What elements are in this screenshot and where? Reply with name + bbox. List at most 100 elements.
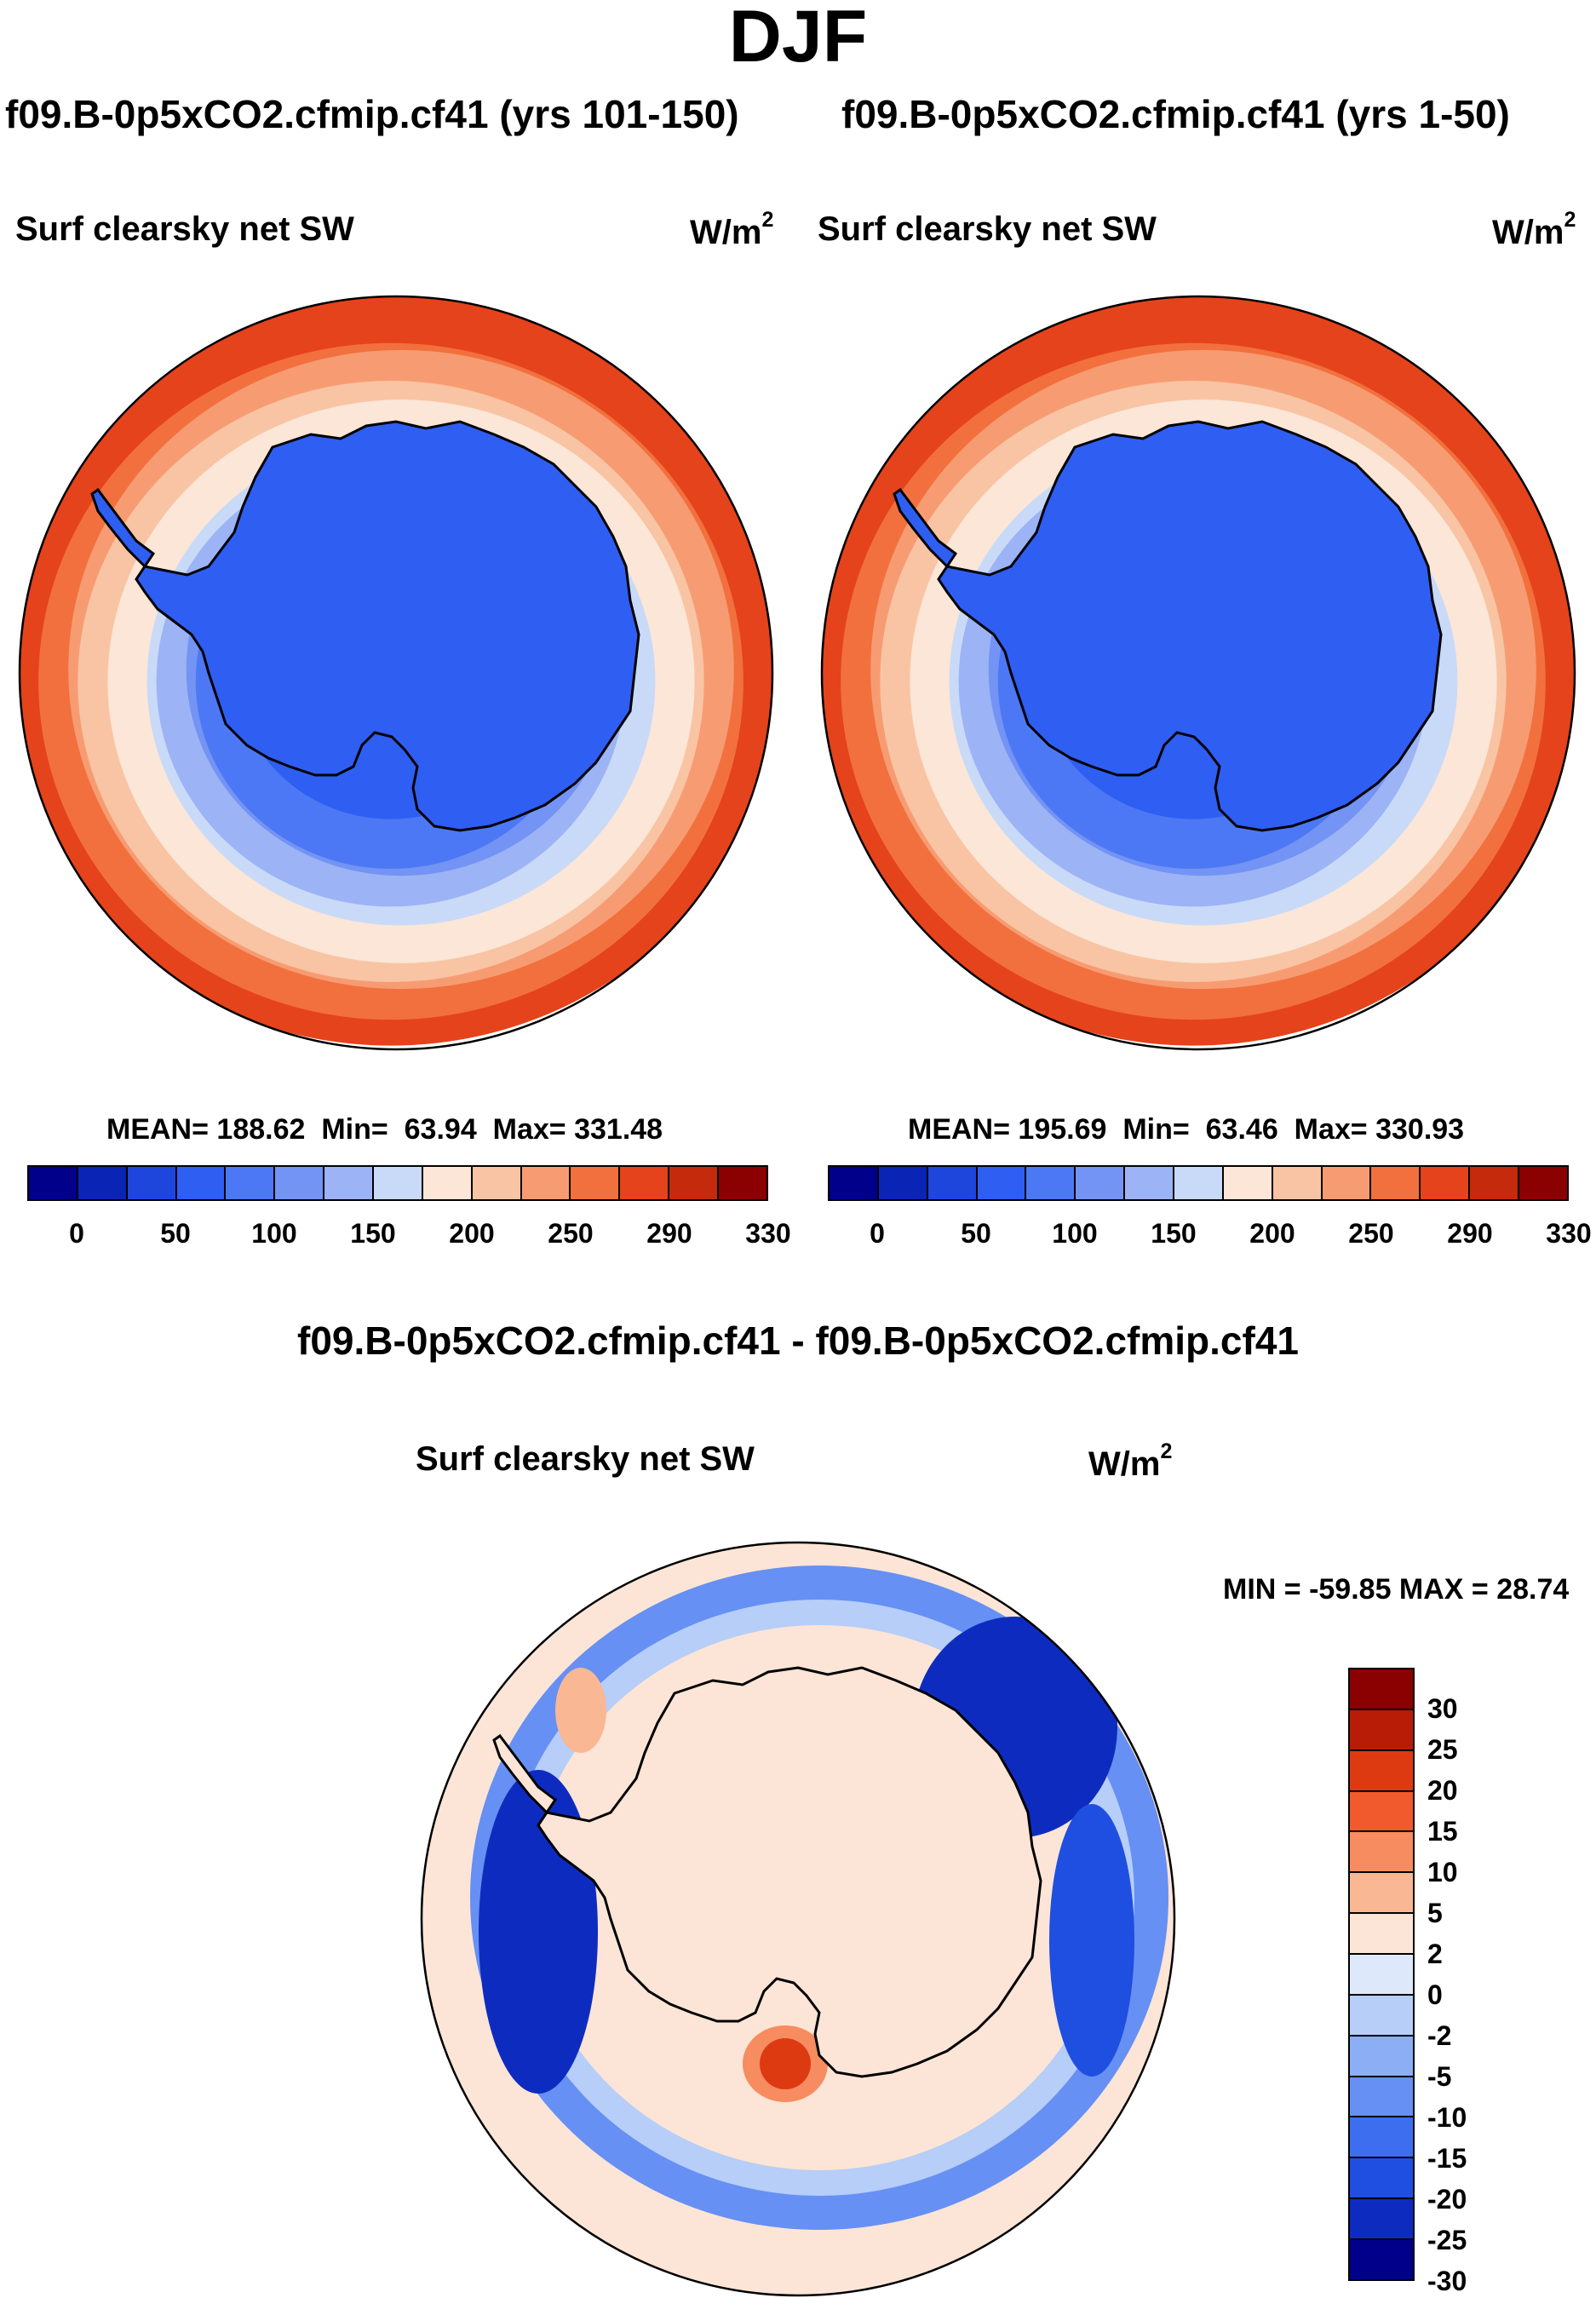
colorbar-box <box>1421 1167 1471 1199</box>
colorbar-tick-label: 200 <box>449 1218 495 1249</box>
colorbar-box <box>571 1167 621 1199</box>
colorbar-box <box>1026 1167 1076 1199</box>
colorbar-tick-label: 0 <box>1427 1979 1443 2010</box>
colorbar-tick-label: 250 <box>548 1218 594 1249</box>
diff-polar-map <box>420 1541 1176 2297</box>
colorbar-box <box>1350 1832 1413 1874</box>
colorbar-box <box>1350 1995 1413 2037</box>
colorbar-tick-label: -10 <box>1427 2102 1467 2133</box>
colorbar-box <box>1519 1167 1567 1199</box>
diff-strong-neg-patch <box>1049 1804 1134 2077</box>
colorbar-tick-label: 2 <box>1427 1939 1443 1969</box>
page-title: DJF <box>728 0 868 78</box>
antarctica-coastline <box>937 420 1443 832</box>
diff-pos-patch <box>760 2038 811 2089</box>
panel1-colorbar <box>27 1165 768 1201</box>
colorbar-tick-label: 10 <box>1427 1857 1458 1887</box>
colorbar-tick-label: 250 <box>1348 1218 1394 1249</box>
colorbar-box <box>1350 1914 1413 1956</box>
diff-stats: MIN = -59.85 MAX = 28.74 <box>1223 1573 1570 1606</box>
colorbar-box <box>1174 1167 1224 1199</box>
colorbar-box <box>1371 1167 1421 1199</box>
colorbar-box <box>1350 2036 1413 2077</box>
antarctic-peninsula <box>893 487 958 569</box>
colorbar-box <box>275 1167 325 1199</box>
colorbar-box <box>1350 1955 1413 1996</box>
panel1-case-title: f09.B-0p5xCO2.cfmip.cf41 (yrs 101-150) <box>5 92 739 136</box>
colorbar-tick-label: 290 <box>646 1218 692 1249</box>
colorbar-box <box>1350 2117 1413 2159</box>
colorbar-box <box>1223 1167 1273 1199</box>
colorbar-box <box>422 1167 473 1199</box>
colorbar-box <box>1350 1709 1413 1751</box>
diff-variable: Surf clearsky net SW <box>416 1440 755 1478</box>
panel1-units: W/m2 <box>690 208 774 252</box>
colorbar-tick-label: -30 <box>1427 2266 1467 2296</box>
colorbar-box <box>1272 1167 1323 1199</box>
panel2-colorbar <box>828 1165 1569 1201</box>
colorbar-box <box>1470 1167 1520 1199</box>
panel2-variable: Surf clearsky net SW <box>818 210 1157 248</box>
colorbar-tick-label: 20 <box>1427 1775 1458 1806</box>
antarctica-interior <box>136 422 639 830</box>
antarctica-interior <box>538 1668 1041 2077</box>
antarctica-coastline <box>537 1666 1042 2078</box>
colorbar-box <box>1350 1791 1413 1833</box>
colorbar-box <box>176 1167 227 1199</box>
colorbar-tick-label: -5 <box>1427 2061 1452 2092</box>
panel1-polar-map <box>18 295 774 1051</box>
diff-title: f09.B-0p5xCO2.cfmip.cf41 - f09.B-0p5xCO2… <box>297 1318 1299 1363</box>
colorbar-box <box>719 1167 766 1199</box>
colorbar-box <box>1350 2199 1413 2241</box>
colorbar-box <box>1076 1167 1126 1199</box>
colorbar-box <box>830 1167 879 1199</box>
diff-pos-patch <box>555 1668 606 1753</box>
colorbar-tick-label: 0 <box>870 1218 885 1249</box>
colorbar-box <box>1350 2158 1413 2200</box>
colorbar-tick-label: 5 <box>1427 1898 1443 1928</box>
panel2-case-title: f09.B-0p5xCO2.cfmip.cf41 (yrs 1-50) <box>841 92 1510 136</box>
antarctic-peninsula <box>492 1733 558 1815</box>
colorbar-tick-label: 290 <box>1447 1218 1493 1249</box>
colorbar-box <box>1322 1167 1372 1199</box>
colorbar-box <box>521 1167 571 1199</box>
map-border <box>18 295 774 1051</box>
antarctica-interior <box>939 422 1441 830</box>
colorbar-tick-label: 0 <box>69 1218 84 1249</box>
colorbar-box <box>1350 1750 1413 1792</box>
colorbar-box <box>977 1167 1027 1199</box>
colorbar-tick-label: 100 <box>251 1218 297 1249</box>
panel2-polar-map <box>820 295 1576 1051</box>
colorbar-tick-label: 330 <box>745 1218 791 1249</box>
colorbar-box <box>374 1167 423 1199</box>
colorbar-box <box>1350 1669 1413 1710</box>
colorbar-tick-label: 100 <box>1052 1218 1098 1249</box>
colorbar-tick-label: -25 <box>1427 2225 1467 2255</box>
colorbar-tick-label: -2 <box>1427 2020 1452 2051</box>
colorbar-tick-label: 50 <box>160 1218 191 1249</box>
colorbar-box <box>1125 1167 1175 1199</box>
colorbar-tick-label: 330 <box>1546 1218 1592 1249</box>
colorbar-tick-label: 150 <box>1151 1218 1197 1249</box>
antarctica-coastline <box>135 420 640 832</box>
colorbar-tick-label: 50 <box>961 1218 991 1249</box>
colorbar-tick-label: 15 <box>1427 1816 1458 1847</box>
colorbar-box <box>669 1167 720 1199</box>
colorbar-tick-label: -15 <box>1427 2143 1467 2174</box>
colorbar-box <box>878 1167 928 1199</box>
colorbar-box <box>226 1167 276 1199</box>
colorbar-box <box>324 1167 375 1199</box>
colorbar-box <box>1350 2077 1413 2118</box>
colorbar-tick-label: 25 <box>1427 1734 1458 1765</box>
panel1-stats: MEAN= 188.62 Min= 63.94 Max= 331.48 <box>106 1113 663 1146</box>
colorbar-box <box>78 1167 128 1199</box>
colorbar-tick-label: 150 <box>350 1218 396 1249</box>
colorbar-box <box>127 1167 177 1199</box>
panel1-variable: Surf clearsky net SW <box>15 210 354 248</box>
panel2-units: W/m2 <box>1492 208 1576 252</box>
colorbar-tick-label: 200 <box>1249 1218 1295 1249</box>
diff-units: W/m2 <box>1088 1439 1173 1484</box>
colorbar-box <box>620 1167 670 1199</box>
colorbar-box <box>29 1167 78 1199</box>
antarctic-peninsula <box>90 487 156 569</box>
